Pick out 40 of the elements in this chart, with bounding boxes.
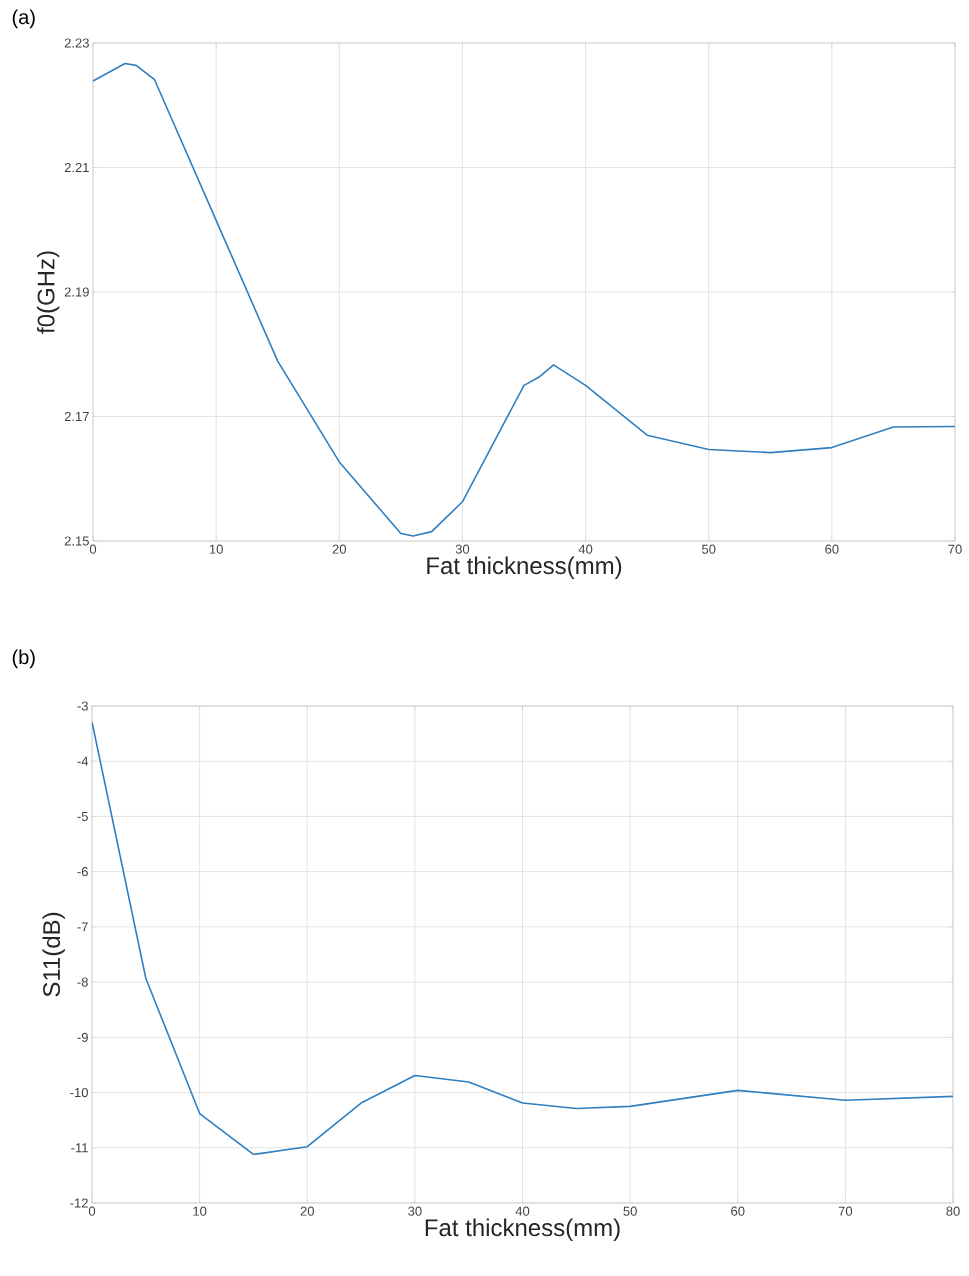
x-tick-label: 40 [515,1206,530,1216]
x-axis-title: Fat thickness(mm) [427,556,622,579]
line-series [93,62,955,537]
x-tick-label: 70 [838,1206,853,1216]
y-tick-label: -11 [71,1143,88,1153]
chart-title: (a) [12,9,35,29]
x-tick-label: 30 [408,1206,422,1216]
y-tick-label: -12 [70,1198,88,1208]
y-tick-label: 2.15 [64,536,89,546]
x-tick-label: 60 [825,544,839,554]
x-tick-label: 20 [300,1206,314,1216]
x-tick-label: 0 [88,1206,96,1216]
x-tick-label: 50 [702,544,716,554]
y-tick-label: -8 [77,977,88,987]
y-tick-label: -3 [77,701,88,711]
x-tick-label: 60 [731,1206,745,1216]
x-axis-title: Fat thickness(mm) [425,1218,620,1241]
x-tick-label: 10 [193,1206,207,1216]
x-tick-label: 40 [578,544,593,554]
x-tick-label: 10 [209,544,223,554]
x-tick-label: 20 [332,544,347,554]
y-axis-title: f0(GHz) [36,251,60,334]
x-tick-label: 0 [89,544,97,554]
y-axis-title: S11(dB) [42,912,65,997]
y-tick-label: 2.21 [64,162,89,173]
chart-title: (b) [12,649,35,669]
y-tick-label: -10 [70,1087,88,1098]
x-tick-label: 70 [948,544,962,554]
y-tick-label: -9 [77,1032,88,1042]
x-tick-label: 50 [623,1206,637,1216]
y-tick-label: -5 [77,811,88,821]
x-tick-label: 80 [946,1206,960,1216]
y-tick-label: -4 [77,756,89,766]
y-tick-label: -7 [77,922,88,932]
line-series [92,721,954,1156]
y-tick-label: 2.19 [64,287,89,297]
y-tick-label: -6 [77,867,88,877]
x-tick-label: 30 [455,544,470,554]
y-tick-label: 2.17 [64,411,89,422]
y-tick-label: 2.23 [64,38,89,48]
